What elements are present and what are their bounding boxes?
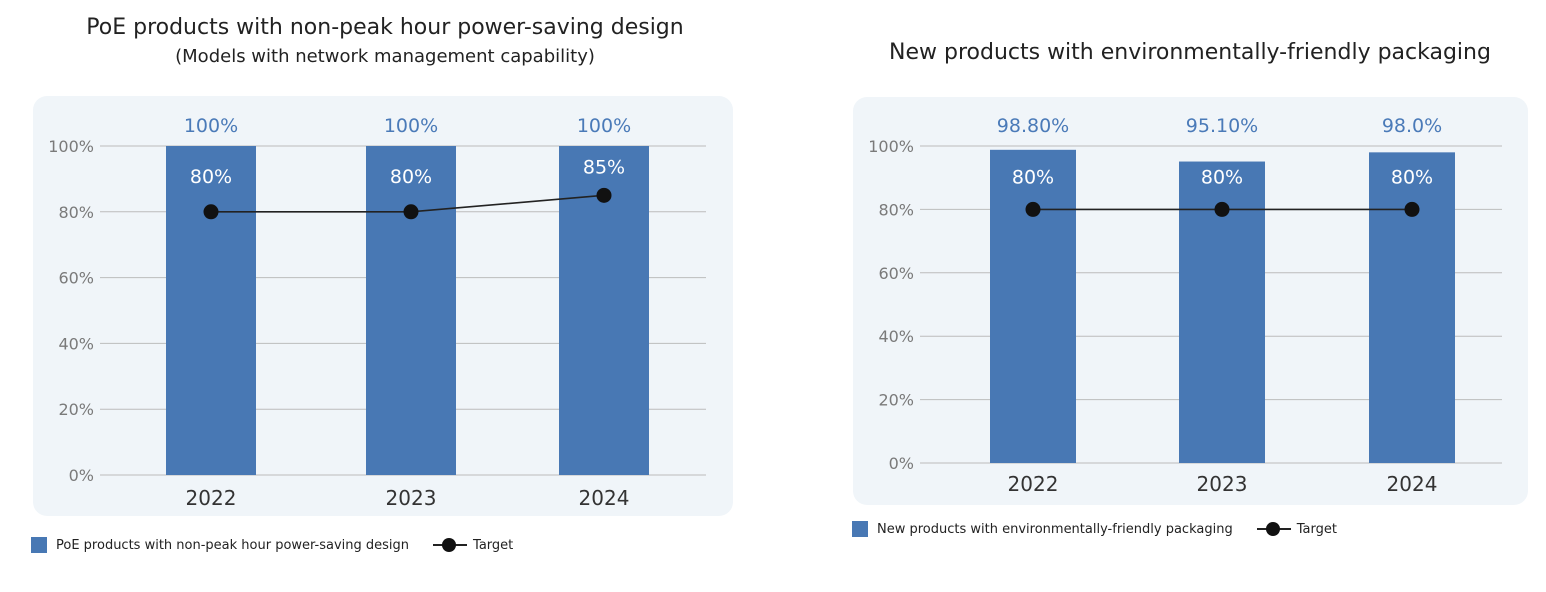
y-tick-label: 100% — [868, 137, 914, 156]
target-point — [403, 204, 419, 220]
legend-target-label: Target — [473, 537, 514, 553]
chart-1-legend: PoE products with non-peak hour power-sa… — [31, 537, 513, 553]
legend-target-marker — [1256, 521, 1291, 537]
chart-1-title: PoE products with non-peak hour power-sa… — [86, 15, 684, 40]
target-value-label: 80% — [390, 166, 432, 188]
bar-value-label: 98.80% — [997, 115, 1069, 137]
x-category-label: 2024 — [1387, 472, 1438, 496]
chart-2-title: New products with environmentally-friend… — [889, 40, 1491, 65]
target-value-label: 85% — [583, 156, 625, 178]
target-point — [1214, 201, 1230, 217]
target-value-label: 80% — [190, 166, 232, 188]
bar-value-label: 100% — [184, 115, 238, 137]
bar — [1369, 152, 1455, 463]
y-tick-label: 100% — [48, 137, 94, 156]
chart-1-subtitle: (Models with network management capabili… — [175, 46, 595, 67]
x-category-label: 2023 — [1197, 472, 1248, 496]
target-point — [1025, 201, 1041, 217]
legend-target-marker — [433, 537, 468, 553]
x-category-label: 2024 — [579, 486, 630, 510]
y-tick-label: 0% — [69, 466, 94, 485]
legend-bar-label: PoE products with non-peak hour power-sa… — [56, 537, 410, 553]
x-category-label: 2022 — [1008, 472, 1059, 496]
target-value-label: 80% — [1201, 166, 1243, 188]
y-tick-label: 20% — [58, 400, 94, 419]
y-tick-label: 20% — [878, 391, 914, 410]
bar-value-label: 100% — [577, 115, 631, 137]
bar — [166, 146, 256, 475]
chart-2-legend: New products with environmentally-friend… — [852, 521, 1337, 537]
legend-bar-label: New products with environmentally-friend… — [877, 521, 1233, 537]
y-tick-label: 60% — [58, 269, 94, 288]
y-tick-label: 60% — [878, 264, 914, 283]
y-tick-label: 80% — [58, 203, 94, 222]
legend-bar-swatch — [852, 521, 868, 537]
target-point — [203, 204, 219, 220]
target-point — [1404, 201, 1420, 217]
x-category-label: 2022 — [186, 486, 237, 510]
target-value-label: 80% — [1391, 166, 1433, 188]
bar-value-label: 95.10% — [1186, 115, 1258, 137]
bar-value-label: 100% — [384, 115, 438, 137]
bar — [990, 149, 1076, 463]
bar-value-label: 98.0% — [1382, 115, 1442, 137]
target-value-label: 80% — [1012, 166, 1054, 188]
y-tick-label: 40% — [58, 334, 94, 353]
x-category-label: 2023 — [386, 486, 437, 510]
bar — [366, 146, 456, 475]
target-point — [596, 187, 612, 203]
y-tick-label: 80% — [878, 200, 914, 219]
y-tick-label: 40% — [878, 327, 914, 346]
legend-target-label: Target — [1296, 521, 1337, 537]
y-tick-label: 0% — [889, 454, 914, 473]
legend-bar-swatch — [31, 537, 47, 553]
